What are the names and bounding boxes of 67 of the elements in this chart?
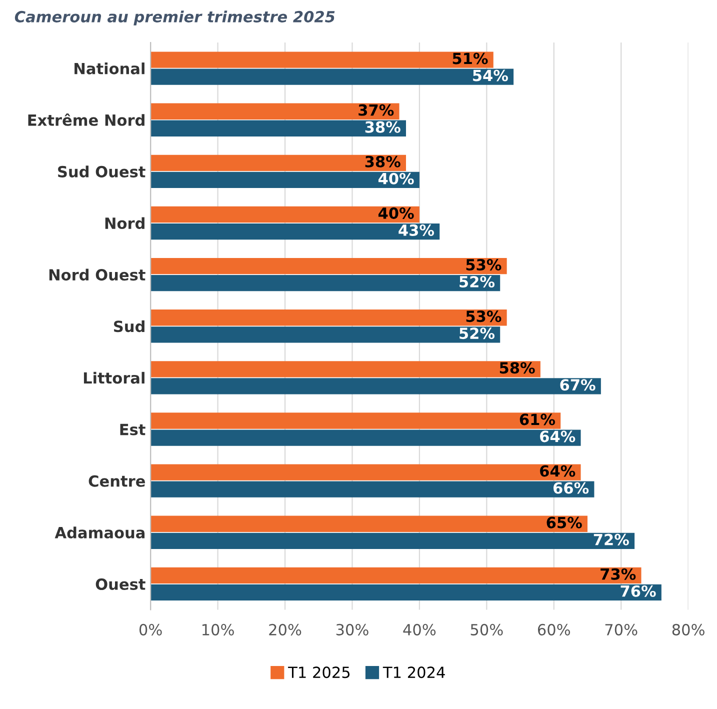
data-label: 53% — [466, 310, 502, 322]
y-tick-label: Adamaoua — [54, 526, 145, 538]
bar — [150, 326, 500, 343]
y-tick-label: Nord — [105, 217, 144, 230]
data-label: 43% — [398, 224, 434, 236]
bar — [150, 120, 406, 136]
bar — [150, 481, 594, 498]
data-label: 38% — [365, 156, 400, 168]
bar — [150, 412, 561, 429]
legend-label: T1 2024 — [382, 666, 445, 678]
bar — [150, 430, 581, 446]
data-label: 64% — [540, 430, 576, 442]
bar — [150, 154, 406, 172]
bar — [150, 532, 635, 549]
bar — [150, 275, 500, 292]
bar — [150, 206, 420, 223]
y-tick-label: Littoral — [84, 372, 144, 384]
x-tick-label: 50% — [470, 624, 503, 636]
y-tick-label: Centre — [88, 475, 145, 487]
data-label: 53% — [466, 258, 502, 270]
bar — [150, 258, 507, 274]
data-label: 38% — [365, 121, 400, 133]
data-label: 40% — [378, 207, 414, 219]
bar — [150, 103, 400, 120]
bar — [150, 378, 601, 394]
bar — [150, 361, 540, 378]
y-tick-label: Ouest — [96, 578, 146, 590]
data-label: 73% — [600, 568, 636, 580]
bar — [150, 464, 581, 480]
y-tick-label: Est — [120, 424, 146, 436]
bar — [150, 516, 588, 532]
data-label: 64% — [540, 465, 576, 477]
data-label: 51% — [452, 52, 488, 64]
data-label: 72% — [594, 534, 629, 546]
y-tick-label: Sud Ouest — [58, 166, 146, 178]
x-tick-label: 20% — [269, 624, 302, 636]
bar — [150, 68, 514, 85]
bar — [150, 584, 662, 601]
data-label: 37% — [358, 104, 394, 116]
bar — [150, 223, 440, 240]
chart-title: Cameroun au premier trimestre 2025 — [14, 10, 335, 26]
y-tick-label: Sud — [114, 320, 144, 332]
legend-label: T1 2025 — [288, 666, 350, 678]
data-label: 67% — [560, 379, 596, 391]
y-tick-label: Extrême Nord — [28, 113, 144, 126]
data-label: 66% — [553, 482, 589, 494]
data-label: 65% — [546, 516, 582, 528]
bar — [150, 52, 494, 68]
x-tick-label: 40% — [403, 624, 436, 636]
x-tick-label: 60% — [538, 624, 570, 636]
data-label: 61% — [520, 414, 556, 426]
x-tick-label: 30% — [336, 624, 368, 636]
bar — [150, 567, 642, 584]
data-label: 40% — [378, 172, 414, 184]
y-tick-label: National — [74, 62, 144, 74]
data-label: 54% — [473, 70, 508, 82]
data-label: 76% — [620, 585, 656, 597]
x-tick-label: 80% — [672, 624, 704, 636]
y-tick-label: Nord Ouest — [49, 268, 146, 281]
data-label: 58% — [500, 362, 535, 374]
bar — [150, 310, 507, 326]
x-tick-label: 70% — [605, 624, 638, 636]
data-label: 52% — [460, 328, 495, 340]
data-label: 52% — [460, 276, 495, 288]
x-tick-label: 0% — [139, 624, 162, 636]
bar — [150, 172, 420, 188]
x-tick-label: 10% — [202, 624, 234, 636]
